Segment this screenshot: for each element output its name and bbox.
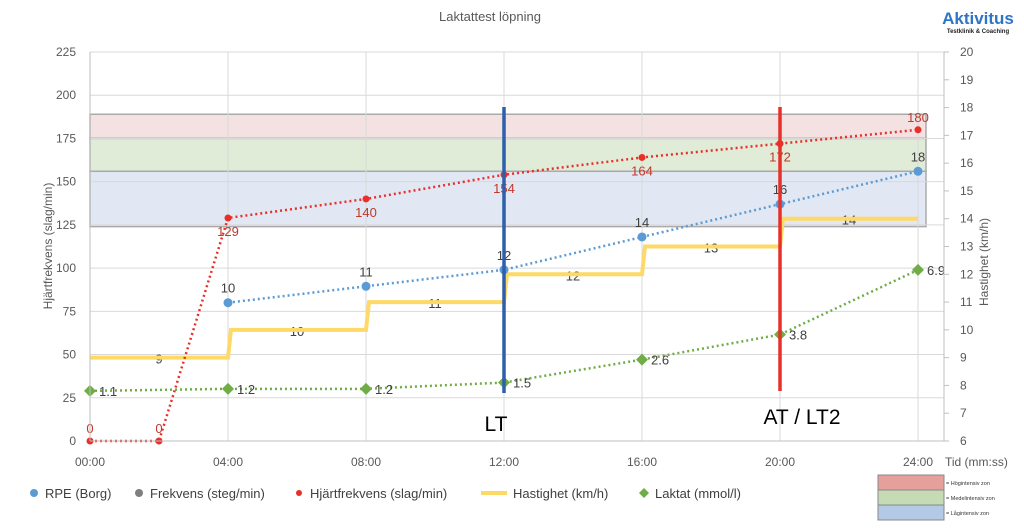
heart-rate-data-label: 0 [155, 421, 162, 436]
lactate-point [360, 382, 372, 395]
heart-rate-data-label: 129 [217, 224, 239, 239]
rpe-point [361, 281, 371, 291]
lactate-data-label: 1.2 [237, 382, 255, 397]
y-tick-label: 200 [56, 88, 76, 102]
y2-tick-label: 8 [960, 378, 967, 392]
legend-swatch [30, 489, 38, 497]
y-axis-label: Hjärtfrekvens (slag/min) [41, 183, 55, 310]
legend-swatch [135, 489, 143, 497]
heart-rate-data-label: 140 [355, 205, 377, 220]
y2-tick-label: 13 [960, 240, 974, 254]
y-tick-label: 125 [56, 218, 76, 232]
legend-label: RPE (Borg) [45, 486, 111, 501]
x-tick-label: 00:00 [75, 455, 105, 469]
threshold-label: AT / LT2 [763, 406, 840, 429]
x-axis-label: Tid (mm:ss) [945, 455, 1008, 469]
y2-tick-label: 15 [960, 184, 974, 198]
legend-swatch [296, 490, 302, 496]
y-tick-label: 175 [56, 131, 76, 145]
x-tick-label: 24:00 [903, 455, 933, 469]
heart-rate-point [362, 195, 370, 203]
legend-label: Laktat (mmol/l) [655, 486, 741, 501]
heart-rate-point [224, 214, 232, 222]
y2-axis-label: Hastighet (km/h) [977, 218, 991, 306]
x-tick-label: 12:00 [489, 455, 519, 469]
y2-tick-label: 18 [960, 101, 974, 115]
y2-tick-label: 16 [960, 156, 974, 170]
zone-legend-swatch [877, 474, 945, 491]
lactate-data-label: 6.9 [927, 263, 945, 278]
y2-tick-label: 17 [960, 128, 974, 142]
y2-tick-label: 12 [960, 267, 974, 281]
rpe-data-label: 18 [911, 149, 925, 164]
y-tick-label: 150 [56, 175, 76, 189]
y-tick-label: 25 [63, 391, 77, 405]
zone-legend-label: = Medelintensiv zon [946, 496, 995, 502]
legend-swatch [639, 488, 649, 498]
y2-tick-label: 11 [960, 295, 973, 309]
lactate-data-label: 1.2 [375, 382, 393, 397]
x-tick-label: 08:00 [351, 455, 381, 469]
rpe-point [637, 232, 647, 242]
zone-legend-swatch [877, 489, 945, 506]
zone-legend-swatch [877, 504, 945, 521]
y-tick-label: 225 [56, 45, 76, 59]
zone-legend-label: = Lågintensiv zon [946, 510, 989, 517]
lactate-data-label: 2.6 [651, 353, 669, 368]
threshold-label: LT [485, 413, 508, 436]
zone-band [89, 113, 927, 140]
rpe-data-label: 10 [221, 281, 235, 296]
logo-tagline: Testklinik & Coaching [947, 29, 1010, 35]
y-tick-label: 75 [63, 304, 77, 318]
y2-tick-label: 7 [960, 406, 967, 420]
logo-name: Aktivitus [942, 9, 1014, 28]
zone-band [89, 137, 927, 173]
legend-label: Frekvens (steg/min) [150, 486, 265, 501]
logo: Aktivitus Testklinik & Coaching [942, 9, 1014, 35]
zone-legend-label: = Högintensiv zon [946, 481, 990, 487]
rpe-point [913, 166, 923, 176]
y2-tick-label: 10 [960, 323, 974, 337]
heart-rate-data-label: 180 [907, 110, 929, 125]
y2-tick-label: 20 [960, 45, 974, 59]
lactate-data-label: 1.1 [99, 384, 117, 399]
rpe-data-label: 14 [635, 215, 649, 230]
x-tick-label: 20:00 [765, 455, 795, 469]
y2-tick-label: 19 [960, 73, 974, 87]
heart-rate-point [914, 126, 922, 134]
y2-tick-label: 14 [960, 212, 974, 226]
rpe-data-label: 11 [359, 264, 373, 279]
x-tick-label: 04:00 [213, 455, 243, 469]
rpe-line [227, 170, 919, 304]
y2-tick-label: 6 [960, 434, 967, 448]
lactate-point [636, 353, 648, 366]
heart-rate-point [638, 153, 646, 161]
x-tick-label: 16:00 [627, 455, 657, 469]
y2-tick-label: 9 [960, 351, 967, 365]
legend-label: Hjärtfrekvens (slag/min) [310, 486, 447, 501]
lactate-point [222, 382, 234, 395]
legend-label: Hastighet (km/h) [513, 486, 608, 501]
y-tick-label: 0 [69, 434, 76, 448]
heart-rate-line [90, 128, 919, 443]
lactate-data-label: 1.5 [513, 376, 531, 391]
lactate-point [912, 263, 924, 276]
heart-rate-data-label: 164 [631, 163, 653, 178]
y-tick-label: 100 [56, 261, 76, 275]
lactate-data-label: 3.8 [789, 328, 807, 343]
y-tick-label: 50 [63, 348, 77, 362]
chart-title: Laktattest löpning [439, 9, 541, 24]
rpe-point [223, 298, 233, 308]
